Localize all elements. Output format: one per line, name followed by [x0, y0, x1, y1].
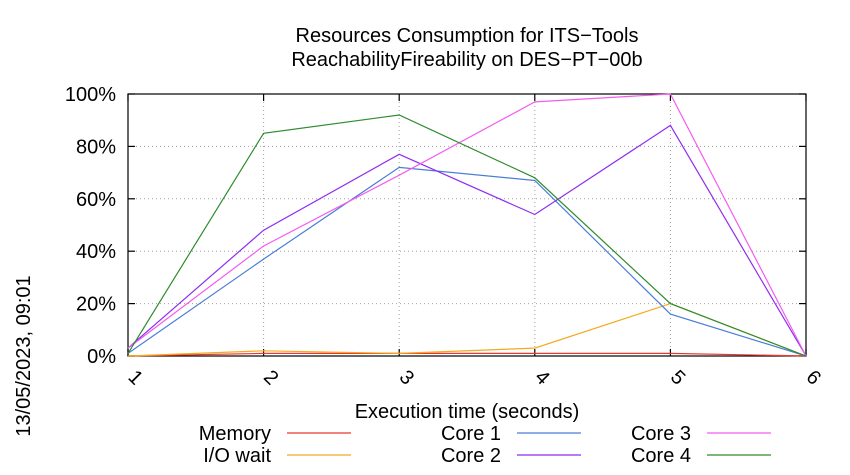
series-line-core-4: [127, 114, 807, 357]
legend-label-core-1: Core 1: [441, 423, 501, 445]
y-tick-label: 100%: [65, 84, 116, 106]
x-axis-label: Execution time (seconds): [355, 401, 580, 423]
y-tick-label: 0%: [87, 346, 116, 368]
x-tick-label: 4: [530, 366, 553, 389]
timestamp-label: 13/05/2023, 09:01: [13, 275, 35, 436]
plot-frame: [127, 93, 807, 357]
x-tick-label: 1: [124, 366, 147, 389]
chart-subtitle: ReachabilityFireability on DES−PT−00b: [291, 49, 642, 71]
x-tick-label: 6: [802, 366, 825, 389]
legend-label-i-o-wait: I/O wait: [203, 445, 271, 467]
legend-label-core-2: Core 2: [441, 445, 501, 467]
grid: [128, 94, 806, 356]
legend-label-core-4: Core 4: [631, 445, 691, 467]
series-line-core-2: [127, 124, 807, 357]
legend-label-core-3: Core 3: [631, 423, 691, 445]
y-tick-label: 80%: [76, 136, 116, 158]
series-lines: [127, 93, 807, 357]
y-tick-label: 60%: [76, 189, 116, 211]
y-tick-label: 20%: [76, 294, 116, 316]
legend-label-memory: Memory: [199, 423, 271, 445]
series-line-memory: [127, 352, 807, 357]
chart-title: Resources Consumption for ITS−Tools: [296, 25, 639, 47]
y-tick-label: 40%: [76, 241, 116, 263]
x-tick-label: 5: [666, 366, 689, 389]
x-tick-label: 2: [259, 366, 282, 389]
series-line-core-3: [127, 93, 807, 357]
x-tick-label: 3: [395, 366, 418, 389]
series-line-i-o-wait: [127, 302, 807, 357]
series-line-core-1: [127, 166, 807, 357]
axis-ticks: 0% 20% 40% 60% 80% 100% 1 2 3 4 5 6: [65, 84, 825, 389]
